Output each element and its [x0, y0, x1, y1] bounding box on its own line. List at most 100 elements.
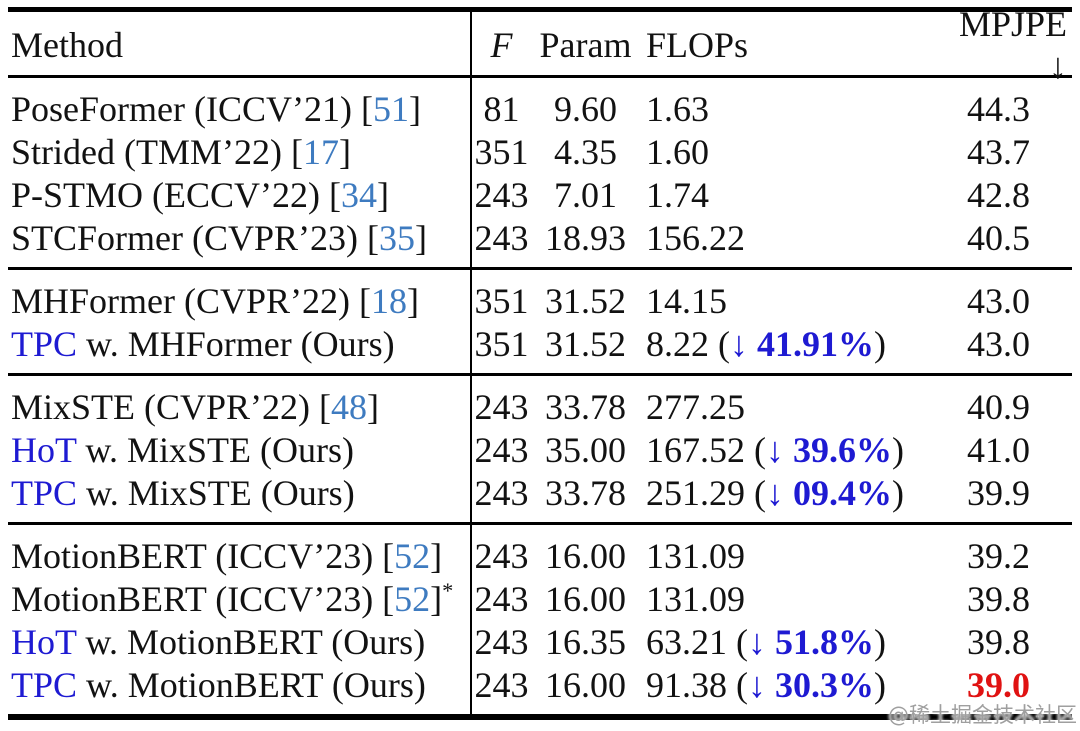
mpjpe-value: 41.0: [967, 430, 1030, 470]
method-text: STCFormer (CVPR’23) [: [11, 218, 379, 258]
citation-link[interactable]: 48: [331, 387, 368, 427]
mpjpe-cell: 39.8: [950, 578, 1072, 621]
table-row: P-STMO (ECCV’22) [34] 243 7.01 1.74 42.8: [8, 174, 1072, 217]
flops-value: 167.52 (: [646, 430, 766, 470]
bracket-close: ]: [406, 281, 419, 321]
method-text: w. MixSTE (Ours): [77, 473, 355, 513]
group-rule: [8, 373, 1072, 376]
method-text: w. MotionBERT (Ours): [77, 665, 426, 705]
frames-cell: 351: [474, 324, 529, 364]
mpjpe-cell: 39.2: [950, 535, 1072, 578]
mpjpe-cell: 42.8: [950, 174, 1072, 217]
bracket-close: ]: [367, 387, 380, 427]
flops-value: 91.38 (: [646, 665, 748, 705]
bracket-close: ]: [415, 218, 427, 258]
method-cell: PoseFormer (ICCV’21) [51]: [8, 88, 470, 131]
citation-link[interactable]: 35: [379, 218, 415, 258]
citation-link[interactable]: 51: [372, 89, 409, 129]
mpjpe-value: 39.2: [967, 536, 1030, 576]
table-group-baselines: PoseFormer (ICCV’21) [51] 81 9.60 1.63 4…: [8, 78, 1072, 267]
header-mpjpe: MPJPE ↓: [958, 3, 1067, 86]
flops-cell: 251.29 (↓ 09.4%): [638, 472, 950, 515]
results-table: Method F Param FLOPs MPJPE ↓ PoseFormer …: [8, 4, 1072, 720]
table-group-mixste: MixSTE (CVPR’22) [48] 243 33.78 277.25 4…: [8, 376, 1072, 522]
flops-cell: 1.63: [638, 88, 950, 131]
method-cell: Strided (TMM’22) [17]: [8, 131, 470, 174]
frames-cell: 351: [474, 132, 529, 172]
header-flops: FLOPs: [646, 24, 749, 65]
bracket-close: ]: [408, 89, 421, 129]
param-cell: 7.01: [554, 175, 617, 215]
table-header-row: Method F Param FLOPs MPJPE ↓: [8, 4, 1072, 86]
citation-link[interactable]: 52: [394, 536, 431, 576]
top-rule: [8, 7, 1072, 12]
flops-reduction: 51.8%: [775, 622, 874, 662]
mpjpe-cell: 39.9: [950, 472, 1072, 515]
mpjpe-value: 39.0: [967, 665, 1030, 705]
flops-cell: 167.52 (↓ 39.6%): [638, 429, 950, 472]
flops-value: 156.22: [646, 218, 745, 258]
method-cell: MixSTE (CVPR’22) [48]: [8, 386, 470, 429]
param-cell: 16.35: [545, 622, 626, 662]
frames-cell: 243: [474, 473, 529, 513]
flops-cell: 131.09: [638, 535, 950, 578]
method-text: MotionBERT (ICCV’23) [: [11, 579, 395, 619]
flops-value: 277.25: [646, 387, 745, 427]
mpjpe-value: 39.8: [967, 622, 1030, 662]
mpjpe-value: 42.8: [967, 175, 1030, 215]
table-row: HoT w. MotionBERT (Ours) 243 16.35 63.21…: [8, 621, 1072, 664]
table-row: Strided (TMM’22) [17] 351 4.35 1.60 43.7: [8, 131, 1072, 174]
flops-value: 14.15: [646, 281, 727, 321]
frames-cell: 243: [474, 430, 529, 470]
down-arrow-icon: ↓: [730, 324, 757, 364]
param-cell: 31.52: [545, 281, 626, 321]
citation-link[interactable]: 17: [302, 132, 339, 172]
method-text: w. MotionBERT (Ours): [76, 622, 426, 662]
frames-cell: 243: [474, 536, 529, 576]
flops-value: 1.63: [646, 89, 709, 129]
bottom-rule: [8, 714, 1072, 720]
citation-link[interactable]: 52: [394, 579, 431, 619]
juejin-watermark: @稀土掘金技术社区: [888, 703, 1077, 727]
flops-value: 1.60: [646, 132, 709, 172]
mpjpe-value: 43.0: [967, 324, 1030, 364]
flops-cell: 156.22: [638, 217, 950, 260]
mpjpe-cell: 39.8: [950, 621, 1072, 664]
mpjpe-value: 40.9: [967, 387, 1030, 427]
flops-cell: 91.38 (↓ 30.3%): [638, 664, 950, 707]
mpjpe-value: 44.3: [967, 89, 1030, 129]
paren-close: ): [874, 622, 886, 662]
frames-cell: 243: [474, 387, 529, 427]
flops-reduction: 30.3%: [775, 665, 874, 705]
method-cell: STCFormer (CVPR’23) [35]: [8, 217, 470, 260]
header-rule: [8, 75, 1072, 78]
method-cell: HoT w. MixSTE (Ours): [8, 429, 470, 472]
frames-cell: 243: [474, 218, 529, 258]
bracket-close: ]: [377, 175, 389, 215]
flops-cell: 8.22 (↓ 41.91%): [638, 323, 950, 366]
citation-link[interactable]: 34: [341, 175, 377, 215]
frames-cell: 81: [483, 89, 520, 129]
column-separator-rule: [470, 12, 472, 717]
flops-cell: 131.09: [638, 578, 950, 621]
paren-close: ): [892, 430, 904, 470]
table-row: MotionBERT (ICCV’23) [52]* 243 16.00 131…: [8, 578, 1072, 621]
table-row: MixSTE (CVPR’22) [48] 243 33.78 277.25 4…: [8, 386, 1072, 429]
header-param: Param: [539, 24, 632, 65]
paren-close: ): [874, 665, 886, 705]
frames-cell: 243: [474, 579, 529, 619]
table-row: HoT w. MixSTE (Ours) 243 35.00 167.52 (↓…: [8, 429, 1072, 472]
mpjpe-value: 39.9: [967, 473, 1030, 513]
flops-cell: 1.74: [638, 174, 950, 217]
flops-value: 131.09: [646, 536, 745, 576]
down-arrow-icon: ↓: [766, 473, 793, 513]
table-group-motionbert: MotionBERT (ICCV’23) [52] 243 16.00 131.…: [8, 525, 1072, 714]
citation-link[interactable]: 18: [370, 281, 407, 321]
param-cell: 33.78: [545, 473, 626, 513]
param-cell: 31.52: [545, 324, 626, 364]
method-cell: MotionBERT (ICCV’23) [52]*: [8, 578, 470, 621]
method-text: P-STMO (ECCV’22) [: [11, 175, 341, 215]
method-cell: TPC w. MotionBERT (Ours): [8, 664, 470, 707]
table-row: TPC w. MHFormer (Ours) 351 31.52 8.22 (↓…: [8, 323, 1072, 366]
frames-cell: 243: [474, 665, 529, 705]
